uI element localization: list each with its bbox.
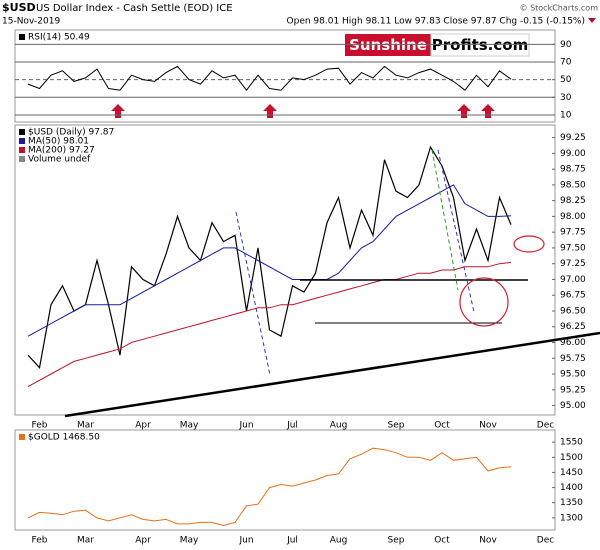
- y-tick-label: 95.50: [560, 370, 586, 380]
- x-tick-label: Oct: [434, 536, 450, 546]
- x-tick-label: Aug: [330, 536, 348, 546]
- y-tick-label: 95.00: [560, 401, 586, 411]
- quote: Open 98.01 High 98.11 Low 97.83 Close 97…: [287, 17, 585, 27]
- x-tick-label: May: [180, 536, 199, 546]
- legend-swatch: [19, 147, 25, 153]
- x-tick-label: Sep: [388, 421, 405, 431]
- legend-label: $USD (Daily) 97.87: [28, 128, 114, 138]
- x-tick-label: Jul: [286, 421, 298, 431]
- series-line: [27, 261, 512, 388]
- x-tick-label: Oct: [434, 421, 450, 431]
- y-tick-label: 10: [560, 110, 572, 120]
- logo-text: Profits.com: [432, 36, 528, 54]
- x-tick-label: Apr: [135, 421, 151, 431]
- x-tick-label: Mar: [77, 536, 94, 546]
- legend-swatch: [19, 434, 25, 440]
- logo-box: [345, 34, 431, 56]
- y-tick-label: 50: [560, 75, 572, 85]
- gold-panel: [14, 429, 556, 531]
- x-tick-label: Jun: [238, 536, 253, 546]
- legend-label: RSI(14) 50.49: [28, 33, 90, 43]
- annotations: [64, 149, 600, 418]
- legend-label: $GOLD 1468.50: [28, 433, 100, 443]
- y-tick-label: 30: [560, 93, 572, 103]
- y-tick-label: 95.25: [560, 385, 586, 395]
- y-tick-label: 97.25: [560, 259, 586, 269]
- legend-swatch: [19, 138, 25, 144]
- series-line: [27, 65, 512, 92]
- y-tick-label: 1300: [560, 513, 583, 523]
- x-tick-label: Aug: [330, 421, 348, 431]
- y-tick-label: 1550: [560, 438, 583, 448]
- y-tick-label: 98.25: [560, 196, 586, 206]
- x-tick-label: Apr: [135, 536, 151, 546]
- y-tick-label: 99.00: [560, 149, 586, 159]
- y-tick-label: 96.00: [560, 338, 586, 348]
- x-tick-label: Feb: [32, 421, 48, 431]
- y-tick-label: 98.00: [560, 212, 586, 222]
- down-marker: [588, 18, 596, 23]
- legend-label: Volume undef: [28, 155, 91, 165]
- x-tick-label: Jun: [238, 421, 253, 431]
- y-tick-label: 1400: [560, 483, 583, 493]
- series-line: [27, 447, 512, 527]
- legend-swatch: [19, 156, 25, 162]
- legend-label: MA(50) 98.01: [28, 137, 89, 147]
- legend-swatch: [19, 34, 25, 40]
- y-tick-label: 99.25: [560, 133, 586, 143]
- y-tick-label: 98.50: [560, 180, 586, 190]
- x-tick-label: Nov: [479, 421, 497, 431]
- legend-swatch: [19, 129, 25, 135]
- x-tick-label: Sep: [388, 536, 405, 546]
- logo-text: Sunshine: [349, 36, 427, 54]
- y-tick-label: 90: [560, 40, 572, 50]
- x-tick-label: May: [180, 421, 199, 431]
- chart-title: US Dollar Index - Cash Settle (EOD) ICE: [36, 3, 233, 14]
- y-tick-label: 97.75: [560, 228, 586, 238]
- x-tick-label: Nov: [479, 536, 497, 546]
- symbol: $USD: [2, 1, 36, 14]
- y-tick-label: 96.50: [560, 306, 586, 316]
- x-tick-label: Jul: [286, 536, 298, 546]
- y-tick-label: 95.75: [560, 354, 586, 364]
- legend-label: MA(200) 97.27: [28, 146, 95, 156]
- y-tick-label: 1350: [560, 498, 583, 508]
- y-tick-label: 98.75: [560, 165, 586, 175]
- y-tick-label: 97.00: [560, 275, 586, 285]
- x-tick-label: Dec: [537, 536, 554, 546]
- series-line: [27, 184, 512, 337]
- y-tick-label: 96.25: [560, 322, 586, 332]
- y-tick-label: 96.75: [560, 291, 586, 301]
- arrows: [111, 104, 495, 118]
- x-tick-label: Feb: [32, 536, 48, 546]
- copyright: © StockCharts.com: [520, 4, 599, 13]
- y-tick-label: 1500: [560, 453, 583, 463]
- x-tick-label: Mar: [77, 421, 94, 431]
- y-tick-label: 97.50: [560, 243, 586, 253]
- x-tick-label: Dec: [537, 421, 554, 431]
- y-tick-label: 70: [560, 58, 572, 68]
- logo-box: [430, 33, 530, 57]
- y-tick-label: 1450: [560, 468, 583, 478]
- date: 15-Nov-2019: [2, 17, 60, 27]
- price-panel: [14, 124, 556, 416]
